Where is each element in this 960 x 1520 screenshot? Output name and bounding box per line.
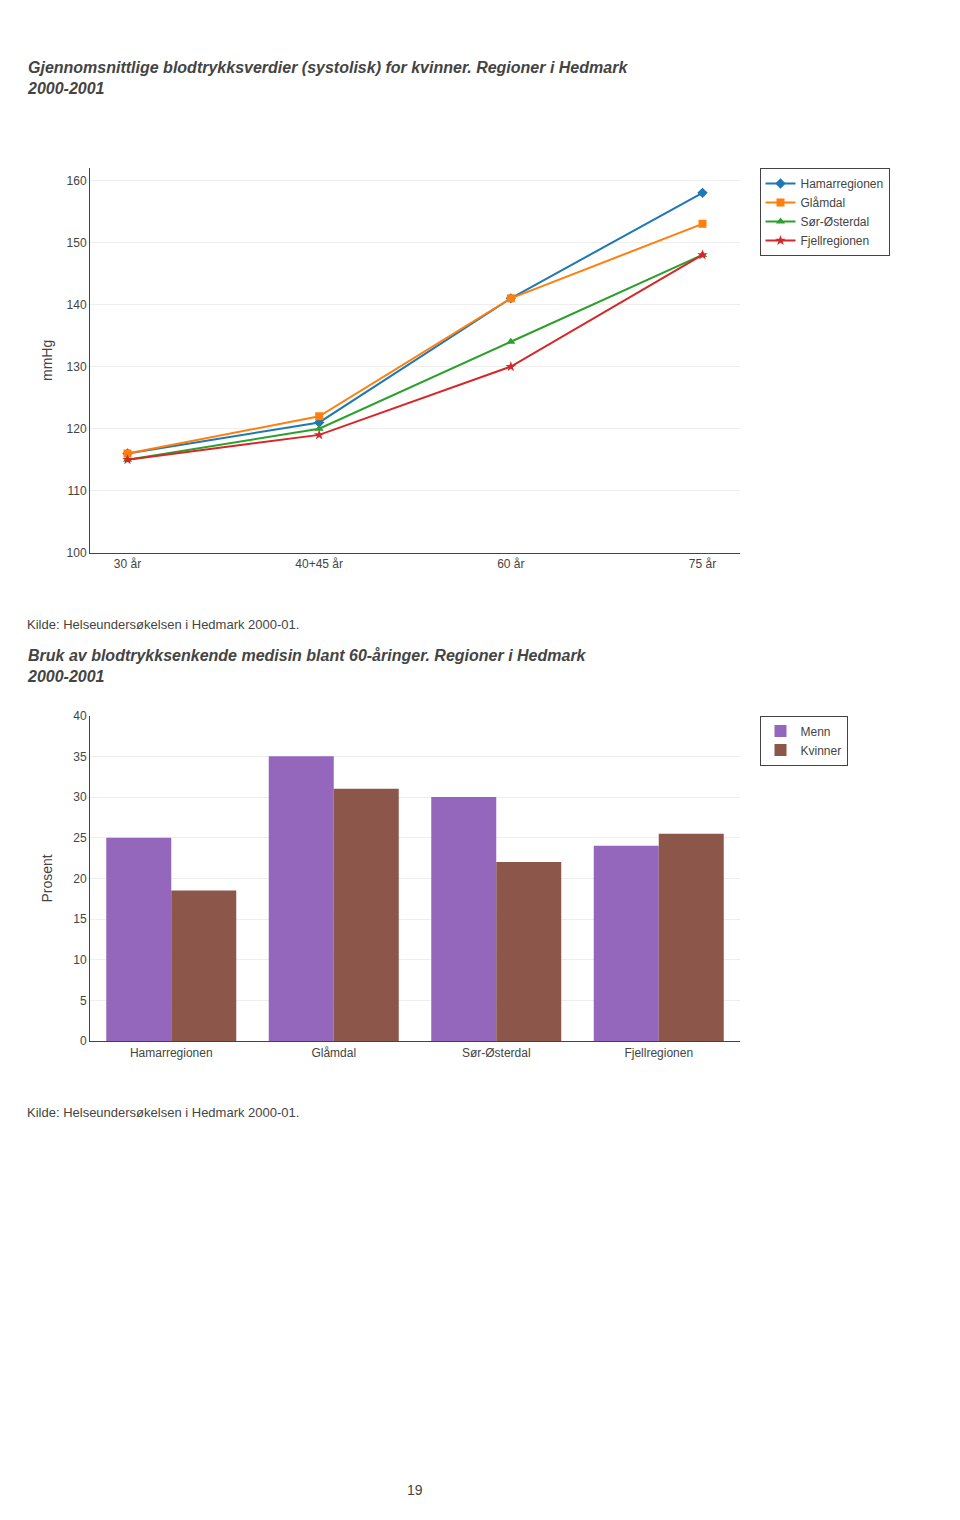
svg-text:25: 25 — [73, 831, 87, 845]
svg-text:19: 19 — [407, 1482, 423, 1498]
svg-text:Glåmdal: Glåmdal — [801, 196, 846, 210]
svg-text:140: 140 — [67, 298, 87, 312]
svg-text:Hamarregionen: Hamarregionen — [130, 1046, 213, 1060]
svg-text:120: 120 — [67, 422, 87, 436]
svg-text:15: 15 — [73, 912, 87, 926]
svg-text:Sør-Østerdal: Sør-Østerdal — [462, 1046, 531, 1060]
svg-text:40+45 år: 40+45 år — [295, 557, 343, 571]
svg-text:Gjennomsnittlige blodtrykksver: Gjennomsnittlige blodtrykksverdier (syst… — [27, 59, 628, 97]
svg-text:Glåmdal: Glåmdal — [311, 1046, 356, 1060]
svg-text:30: 30 — [73, 790, 87, 804]
svg-text:75 år: 75 år — [689, 557, 716, 571]
svg-text:40: 40 — [73, 709, 87, 723]
svg-text:Sør-Østerdal: Sør-Østerdal — [801, 215, 870, 229]
svg-text:150: 150 — [67, 236, 87, 250]
svg-text:Kilde: Helseundersøkelsen i He: Kilde: Helseundersøkelsen i Hedmark 2000… — [27, 617, 299, 632]
svg-text:Menn: Menn — [801, 725, 831, 739]
svg-text:20: 20 — [73, 872, 87, 886]
svg-text:Kilde: Helseundersøkelsen i He: Kilde: Helseundersøkelsen i Hedmark 2000… — [27, 1105, 299, 1120]
svg-text:Hamarregionen: Hamarregionen — [801, 177, 884, 191]
svg-text:Fjellregionen: Fjellregionen — [624, 1046, 693, 1060]
svg-text:110: 110 — [67, 484, 86, 498]
svg-text:35: 35 — [73, 750, 87, 764]
svg-text:100: 100 — [67, 546, 87, 560]
svg-text:5: 5 — [80, 994, 87, 1008]
svg-text:mmHg: mmHg — [39, 340, 55, 381]
svg-text:130: 130 — [67, 360, 87, 374]
svg-text:0: 0 — [80, 1034, 87, 1048]
svg-text:Fjellregionen: Fjellregionen — [801, 234, 870, 248]
svg-text:160: 160 — [67, 174, 87, 188]
svg-text:Bruk av blodtrykksenkende medi: Bruk av blodtrykksenkende medisin blant … — [27, 647, 587, 685]
svg-text:30 år: 30 år — [114, 557, 141, 571]
svg-text:60 år: 60 år — [497, 557, 524, 571]
svg-text:10: 10 — [73, 953, 87, 967]
svg-text:Prosent: Prosent — [39, 854, 55, 902]
svg-text:Kvinner: Kvinner — [801, 744, 842, 758]
